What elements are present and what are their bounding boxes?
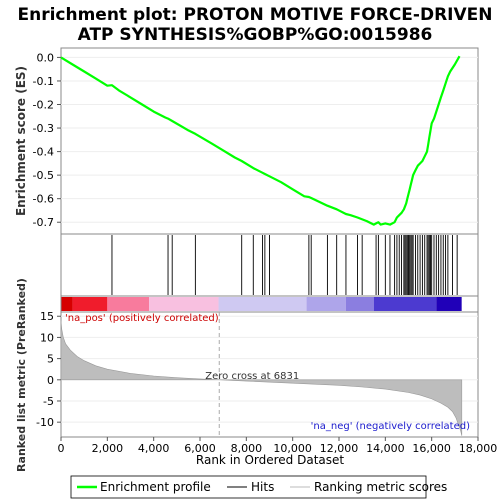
rank-xtick-label: 12,000 <box>320 442 359 455</box>
zero-cross-label: Zero cross at 6831 <box>205 371 299 382</box>
heatmap-segment <box>306 297 346 311</box>
rank-metric-panel: Zero cross at 6831 'na_pos' (positively … <box>15 278 497 472</box>
es-ytick-label: -0.5 <box>33 169 54 182</box>
enrichment-profile-line <box>60 55 461 226</box>
es-ytick-label: -0.2 <box>33 99 54 112</box>
es-panel-frame <box>60 47 479 235</box>
heatmap-segment <box>107 297 150 311</box>
rank-xtick-label: 14,000 <box>366 442 405 455</box>
rank-y-axis-label: Ranked list metric (PreRanked) <box>15 278 28 472</box>
es-ytick-label: -0.3 <box>33 122 54 135</box>
es-panel: 0.0 -0.1 -0.2 -0.3 -0.4 -0.5 -0.6 -0.7 Enrichme… <box>14 47 479 235</box>
rank-xtick-label: 8,000 <box>231 442 263 455</box>
neg-correlated-label: 'na_neg' (negatively correlated) <box>311 421 470 432</box>
es-ytick-label: -0.6 <box>33 193 54 206</box>
heatmap-segment <box>61 297 73 311</box>
legend: Enrichment profile Hits Ranking metric s… <box>70 475 447 499</box>
rank-xtick-label: 4,000 <box>138 442 170 455</box>
legend-frame <box>70 475 427 499</box>
es-ytick-label: -0.7 <box>33 216 54 229</box>
ranking-heatmap-bar <box>61 297 478 311</box>
heatmap-empty <box>461 297 478 311</box>
legend-metric-label: Ranking metric scores <box>314 480 447 494</box>
heatmap-segment <box>373 297 437 311</box>
rank-xtick-label: 2,000 <box>92 442 124 455</box>
chart-title-line1: Enrichment plot: PROTON MOTIVE FORCE-DRI… <box>17 5 492 25</box>
heatmap-segment <box>436 297 462 311</box>
rank-ytick-label: -10 <box>36 416 54 429</box>
legend-hits-label: Hits <box>251 480 274 494</box>
rank-xtick-label: 10,000 <box>273 442 312 455</box>
pos-correlated-label: 'na_pos' (positively correlated) <box>65 313 219 324</box>
rank-ytick-label: 15 <box>40 310 54 323</box>
rank-ytick-label: 0 <box>47 374 54 387</box>
legend-enrichment-label: Enrichment profile <box>100 480 211 494</box>
es-ytick-label: -0.1 <box>33 75 54 88</box>
hits-panel <box>60 233 479 297</box>
rank-xtick-label: 18,000 <box>459 442 498 455</box>
ranking-metric-area <box>60 320 463 436</box>
es-ytick-label: 0.0 <box>37 51 55 64</box>
heatmap-segment <box>149 297 219 311</box>
heatmap-segment <box>345 297 374 311</box>
heatmap-segment <box>72 297 108 311</box>
rank-xtick-label: 0 <box>58 442 65 455</box>
heatmap-segment <box>218 297 307 311</box>
es-y-axis-label: Enrichment score (ES) <box>14 66 28 216</box>
rank-xtick-label: 6,000 <box>184 442 216 455</box>
chart-title-line2: ATP SYNTHESIS%GOBP%GO:0015986 <box>78 25 433 45</box>
rank-xtick-label: 16,000 <box>412 442 451 455</box>
es-ytick-label: -0.4 <box>33 146 54 159</box>
rank-ytick-label: 10 <box>40 331 54 344</box>
rank-ytick-label: 5 <box>47 353 54 366</box>
rank-x-axis-label: Rank in Ordered Dataset <box>196 453 344 467</box>
rank-ytick-label: -5 <box>43 395 54 408</box>
